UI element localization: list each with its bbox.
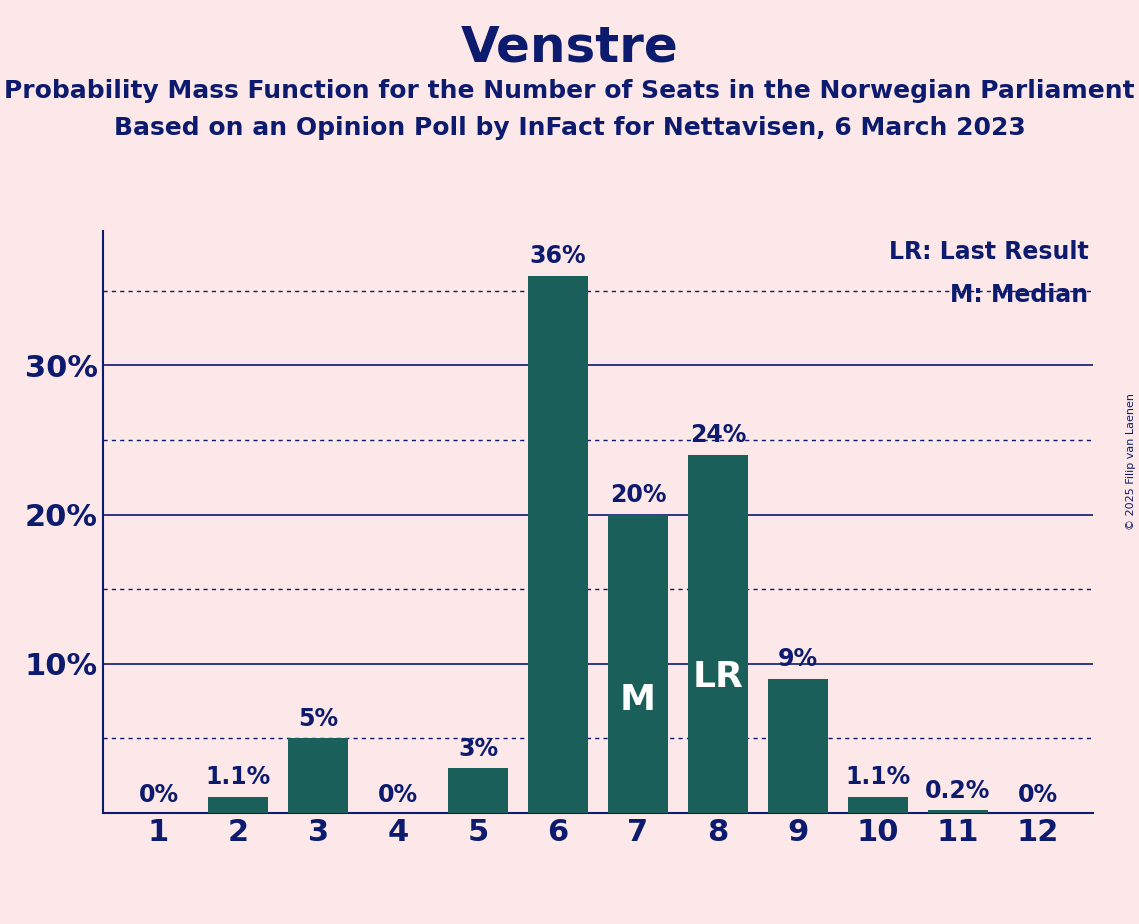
Text: 0.2%: 0.2% — [925, 779, 990, 803]
Text: 1.1%: 1.1% — [206, 765, 271, 789]
Text: 9%: 9% — [778, 648, 818, 672]
Text: 24%: 24% — [689, 423, 746, 447]
Bar — [208, 796, 269, 813]
Bar — [448, 769, 508, 813]
Text: M: M — [620, 683, 656, 717]
Text: 5%: 5% — [298, 707, 338, 731]
Text: Probability Mass Function for the Number of Seats in the Norwegian Parliament: Probability Mass Function for the Number… — [5, 79, 1134, 103]
Text: Based on an Opinion Poll by InFact for Nettavisen, 6 March 2023: Based on an Opinion Poll by InFact for N… — [114, 116, 1025, 140]
Text: M: Median: M: Median — [950, 284, 1089, 308]
Text: LR: Last Result: LR: Last Result — [888, 239, 1089, 263]
Bar — [608, 515, 667, 813]
Text: 0%: 0% — [378, 784, 418, 808]
Text: LR: LR — [693, 660, 744, 694]
Text: 1.1%: 1.1% — [845, 765, 910, 789]
Text: © 2025 Filip van Laenen: © 2025 Filip van Laenen — [1126, 394, 1136, 530]
Bar — [847, 796, 908, 813]
Text: Venstre: Venstre — [460, 23, 679, 71]
Bar — [768, 679, 828, 813]
Text: 0%: 0% — [138, 784, 179, 808]
Text: 20%: 20% — [609, 483, 666, 507]
Text: 0%: 0% — [1017, 784, 1058, 808]
Bar — [927, 810, 988, 813]
Text: 36%: 36% — [530, 244, 587, 268]
Text: 3%: 3% — [458, 736, 498, 760]
Bar — [288, 738, 349, 813]
Bar — [528, 275, 588, 813]
Bar — [688, 455, 748, 813]
